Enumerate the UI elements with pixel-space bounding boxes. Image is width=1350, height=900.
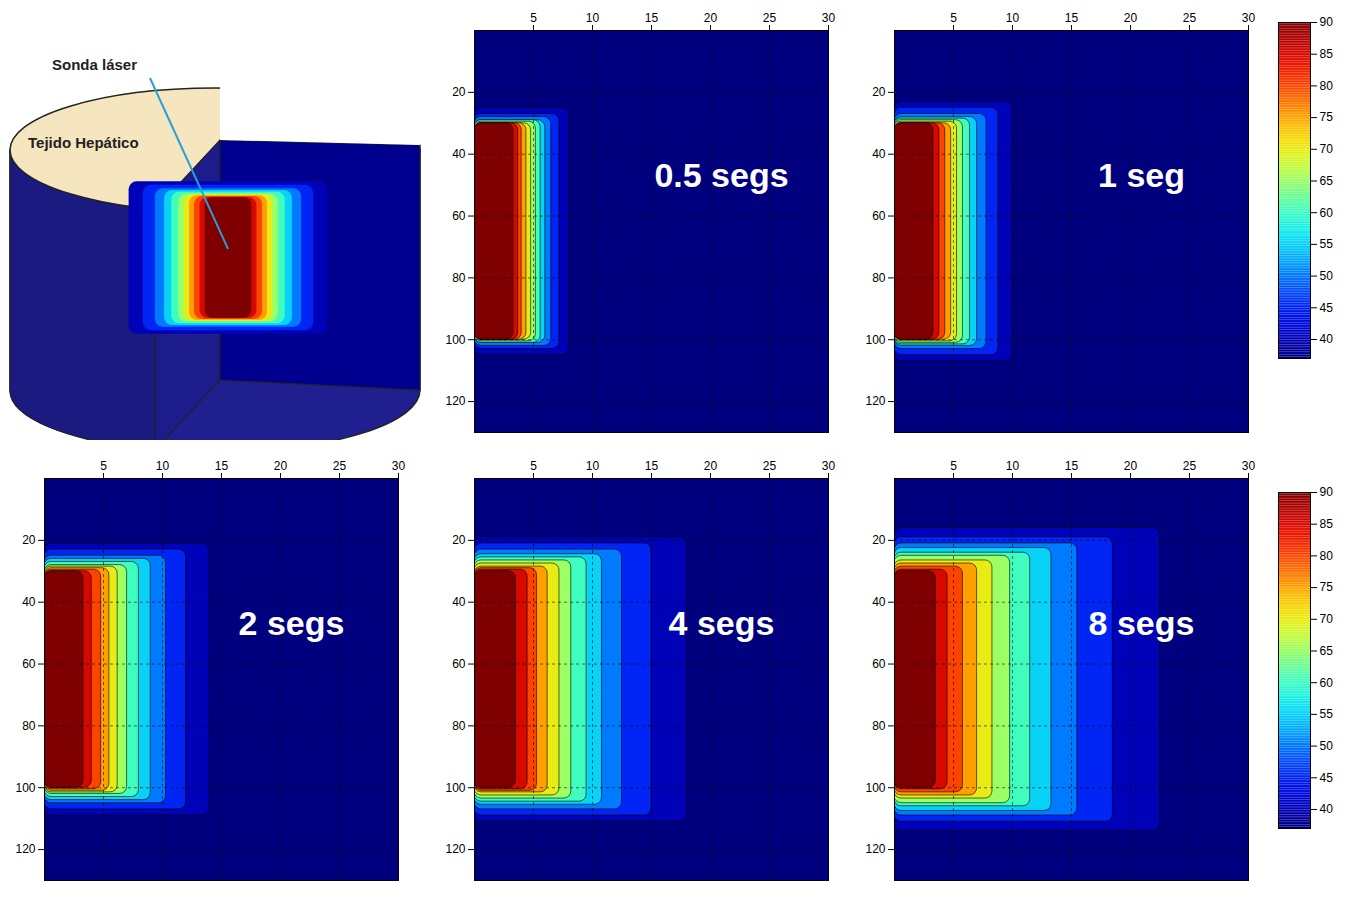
svg-text:80: 80: [22, 719, 36, 733]
svg-text:65: 65: [1320, 174, 1334, 188]
svg-text:70: 70: [1320, 612, 1334, 626]
svg-text:40: 40: [1320, 802, 1334, 816]
svg-text:25: 25: [763, 459, 777, 473]
svg-text:65: 65: [1320, 644, 1334, 658]
svg-text:10: 10: [1006, 11, 1020, 25]
svg-text:100: 100: [865, 333, 885, 347]
svg-text:1 seg: 1 seg: [1098, 156, 1185, 194]
svg-text:20: 20: [704, 11, 718, 25]
svg-text:20: 20: [22, 533, 36, 547]
svg-text:5: 5: [950, 11, 957, 25]
svg-text:80: 80: [452, 271, 466, 285]
svg-text:85: 85: [1320, 517, 1334, 531]
svg-text:45: 45: [1320, 301, 1334, 315]
svg-text:30: 30: [822, 459, 836, 473]
svg-text:25: 25: [763, 11, 777, 25]
svg-text:60: 60: [452, 657, 466, 671]
svg-text:75: 75: [1320, 580, 1334, 594]
svg-text:75: 75: [1320, 110, 1334, 124]
svg-text:120: 120: [865, 394, 885, 408]
svg-text:50: 50: [1320, 739, 1334, 753]
svg-text:80: 80: [452, 719, 466, 733]
svg-text:45: 45: [1320, 771, 1334, 785]
svg-text:20: 20: [452, 533, 466, 547]
svg-text:5: 5: [530, 11, 537, 25]
svg-text:40: 40: [1320, 332, 1334, 346]
svg-text:5: 5: [530, 459, 537, 473]
svg-text:20: 20: [1124, 459, 1138, 473]
svg-text:8 segs: 8 segs: [1089, 604, 1195, 642]
svg-text:30: 30: [1242, 459, 1256, 473]
svg-text:60: 60: [1320, 676, 1334, 690]
svg-text:15: 15: [215, 459, 229, 473]
svg-text:20: 20: [704, 459, 718, 473]
svg-text:120: 120: [445, 394, 465, 408]
svg-text:100: 100: [15, 781, 35, 795]
svg-text:100: 100: [445, 333, 465, 347]
svg-text:40: 40: [22, 595, 36, 609]
svg-text:40: 40: [452, 147, 466, 161]
svg-text:30: 30: [1242, 11, 1256, 25]
svg-text:5: 5: [950, 459, 957, 473]
svg-text:30: 30: [822, 11, 836, 25]
svg-text:10: 10: [156, 459, 170, 473]
svg-text:85: 85: [1320, 47, 1334, 61]
svg-text:20: 20: [1124, 11, 1138, 25]
svg-text:15: 15: [645, 459, 659, 473]
svg-text:10: 10: [586, 11, 600, 25]
svg-text:20: 20: [274, 459, 288, 473]
svg-text:25: 25: [1183, 459, 1197, 473]
svg-text:30: 30: [392, 459, 406, 473]
svg-text:55: 55: [1320, 237, 1334, 251]
svg-text:80: 80: [872, 719, 886, 733]
svg-text:90: 90: [1320, 15, 1334, 29]
svg-text:5: 5: [100, 459, 107, 473]
svg-text:60: 60: [452, 209, 466, 223]
svg-text:15: 15: [645, 11, 659, 25]
svg-text:60: 60: [22, 657, 36, 671]
svg-text:60: 60: [872, 209, 886, 223]
svg-text:10: 10: [586, 459, 600, 473]
svg-text:90: 90: [1320, 485, 1334, 499]
svg-text:60: 60: [1320, 206, 1334, 220]
svg-text:120: 120: [15, 842, 35, 856]
svg-text:60: 60: [872, 657, 886, 671]
svg-text:20: 20: [452, 85, 466, 99]
svg-text:25: 25: [1183, 11, 1197, 25]
svg-text:0.5 segs: 0.5 segs: [654, 156, 788, 194]
svg-text:4 segs: 4 segs: [669, 604, 775, 642]
svg-text:20: 20: [872, 533, 886, 547]
svg-text:80: 80: [872, 271, 886, 285]
svg-text:40: 40: [452, 595, 466, 609]
svg-text:100: 100: [865, 781, 885, 795]
svg-text:80: 80: [1320, 549, 1334, 563]
svg-text:Sonda láser: Sonda láser: [52, 56, 137, 73]
svg-text:Tejido Hepático: Tejido Hepático: [28, 134, 139, 151]
svg-text:120: 120: [445, 842, 465, 856]
svg-text:15: 15: [1065, 11, 1079, 25]
svg-text:70: 70: [1320, 142, 1334, 156]
svg-text:50: 50: [1320, 269, 1334, 283]
svg-text:25: 25: [333, 459, 347, 473]
svg-text:2 segs: 2 segs: [239, 604, 345, 642]
svg-text:100: 100: [445, 781, 465, 795]
svg-text:40: 40: [872, 595, 886, 609]
svg-text:15: 15: [1065, 459, 1079, 473]
svg-text:20: 20: [872, 85, 886, 99]
svg-text:120: 120: [865, 842, 885, 856]
svg-text:10: 10: [1006, 459, 1020, 473]
svg-text:80: 80: [1320, 79, 1334, 93]
svg-text:55: 55: [1320, 707, 1334, 721]
svg-text:40: 40: [872, 147, 886, 161]
